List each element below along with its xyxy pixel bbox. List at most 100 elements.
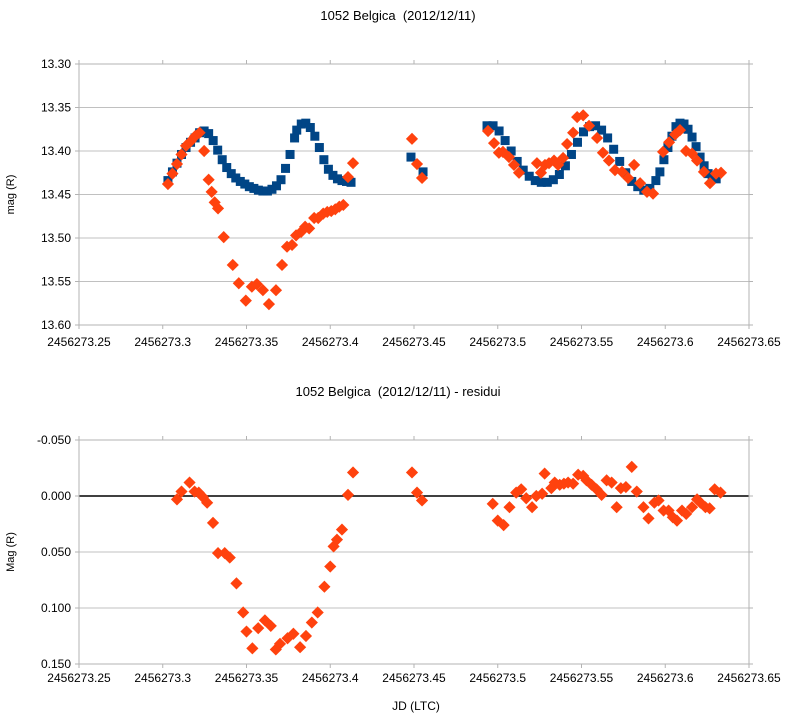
x-tick-label: 2456273.5 — [469, 671, 526, 685]
data-point-diamond — [502, 151, 516, 164]
data-point-diamond — [610, 501, 623, 514]
y-tick-label: 13.55 — [41, 275, 71, 289]
data-point-diamond — [202, 173, 215, 186]
data-point-diamond — [415, 171, 429, 185]
data-point-diamond — [605, 476, 618, 489]
y-tick-label: 0.100 — [41, 601, 71, 615]
data-point-square — [645, 183, 655, 193]
data-point-diamond — [487, 137, 501, 150]
y-tick-label: 13.60 — [41, 318, 71, 332]
data-point-diamond — [166, 167, 179, 180]
data-point-square — [314, 143, 324, 153]
data-point-square — [244, 182, 254, 192]
data-point-diamond — [256, 284, 269, 297]
data-point-diamond — [337, 198, 350, 212]
y-tick-label: 13.30 — [41, 57, 71, 71]
data-point-square — [679, 119, 689, 129]
data-point-diamond — [335, 523, 349, 536]
x-tick-label: 2456273.3 — [134, 335, 191, 349]
x-tick-label: 2456273.4 — [302, 335, 359, 349]
data-point-square — [418, 167, 428, 177]
data-point-square — [217, 155, 227, 165]
data-point-square — [301, 118, 311, 128]
x-tick-label: 2456273.45 — [382, 671, 446, 685]
data-point-square — [290, 133, 300, 143]
x-tick-label: 2456273.35 — [215, 335, 279, 349]
data-point-diamond — [170, 157, 184, 171]
data-point-diamond — [246, 642, 259, 655]
data-point-diamond — [714, 486, 727, 499]
data-point-square — [615, 156, 625, 166]
data-point-diamond — [239, 294, 252, 307]
data-point-square — [591, 121, 601, 131]
data-point-square — [328, 170, 338, 180]
y-axis-label: mag (R) — [5, 175, 17, 215]
data-point-diamond — [405, 132, 419, 145]
data-point-square — [659, 155, 669, 165]
data-point-square — [253, 185, 263, 195]
data-point-diamond — [226, 258, 239, 272]
data-point-diamond — [714, 166, 728, 179]
data-point-diamond — [262, 298, 276, 311]
data-point-square — [337, 176, 347, 186]
data-point-square — [319, 155, 329, 165]
data-point-diamond — [646, 187, 660, 200]
data-point-square — [296, 119, 306, 129]
data-point-diamond — [526, 501, 539, 514]
data-point-square — [235, 176, 245, 186]
x-tick-label: 2456273.65 — [717, 671, 781, 685]
x-tick-label: 2456273.35 — [215, 671, 279, 685]
data-point-diamond — [201, 496, 214, 509]
data-point-square — [687, 132, 697, 142]
data-point-square — [542, 177, 552, 187]
data-point-square — [323, 164, 333, 174]
data-point-square — [281, 163, 291, 173]
data-point-diamond — [303, 222, 316, 235]
chart-title: 1052 Belgica (2012/12/11) - residui — [296, 384, 501, 399]
data-point-diamond — [503, 501, 516, 514]
data-point-square — [651, 176, 661, 186]
data-point-square — [518, 165, 528, 175]
data-point-square — [305, 123, 315, 133]
y-tick-label: 13.45 — [41, 188, 71, 202]
data-point-diamond — [205, 185, 218, 198]
data-point-square — [240, 179, 250, 189]
x-tick-label: 2456273.6 — [637, 671, 694, 685]
data-point-square — [572, 137, 582, 147]
data-point-diamond — [486, 497, 499, 510]
y-tick-label: 0.000 — [41, 489, 71, 503]
data-point-square — [512, 156, 522, 166]
x-axis-label: JD (LTC) — [392, 699, 440, 713]
y-tick-label: 13.40 — [41, 144, 71, 158]
data-point-diamond — [198, 144, 211, 158]
data-point-diamond — [230, 577, 243, 590]
data-point-diamond — [170, 493, 184, 506]
data-point-diamond — [273, 637, 287, 650]
data-point-square — [695, 152, 705, 162]
data-point-diamond — [193, 126, 206, 139]
data-point-diamond — [512, 166, 526, 179]
data-point-diamond — [341, 171, 355, 184]
data-point-diamond — [175, 485, 188, 498]
data-point-diamond — [318, 580, 331, 593]
data-point-diamond — [410, 486, 424, 499]
data-point-square — [566, 149, 576, 159]
data-point-square — [292, 125, 302, 135]
data-point-square — [655, 167, 665, 177]
data-point-diamond — [346, 157, 360, 170]
data-point-square — [536, 177, 546, 187]
x-tick-label: 2456273.5 — [469, 335, 526, 349]
data-point-diamond — [305, 616, 318, 629]
x-tick-label: 2456273.4 — [302, 671, 359, 685]
data-point-square — [603, 133, 613, 143]
data-point-square — [560, 161, 570, 171]
data-point-square — [500, 136, 510, 146]
data-point-square — [208, 136, 218, 146]
data-point-diamond — [161, 177, 175, 191]
data-point-square — [276, 175, 286, 185]
data-point-square — [332, 174, 342, 184]
data-point-square — [506, 146, 516, 156]
data-point-diamond — [637, 501, 650, 514]
